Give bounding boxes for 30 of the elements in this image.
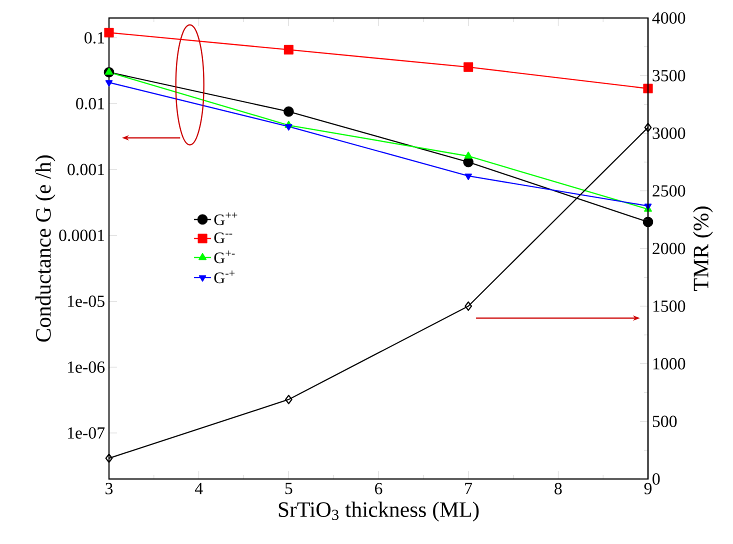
x-tick-label: 9 [644,482,652,494]
y2-tick-label: 1500 [653,300,686,312]
y-tick-label: 1e-07 [68,427,105,439]
y2-tick-label: 3500 [652,70,686,82]
y2-axis-title: TMR (%) [693,206,713,292]
y2-tick-label: 500 [652,416,677,428]
y-tick-label: 1e-05 [68,296,104,307]
legend-label: G$^{+-}$ [214,250,235,264]
y2-tick-label: 0 [652,473,660,485]
y2-tick-label: 4000 [652,12,686,24]
y2-tick-label: 2000 [652,242,686,254]
x-tick-label: 7 [465,482,472,494]
legend-label: G$^{++}$ [214,212,238,226]
x-tick-label: 3 [106,482,113,494]
y-tick-label: 0.0001 [59,230,104,242]
y-tick-label: 0.001 [68,164,104,176]
y-tick-label: 0.1 [84,32,104,44]
x-tick-label: 4 [194,482,203,494]
x-tick-label: 6 [375,482,382,494]
y2-tick-label: 3000 [652,128,686,139]
y-tick-label: 0.01 [76,98,104,110]
y2-tick-label: 1000 [653,358,686,370]
x-tick-label: 5 [285,482,292,494]
legend-label: G$^{--}$ [214,232,232,244]
legend-label: G$^{-+}$ [214,270,235,284]
y-tick-label: 1e-06 [68,361,105,373]
y-axis-title: Conductance G (e /h) [35,155,56,342]
x-tick-label: 8 [554,482,562,494]
y2-tick-label: 2500 [652,185,686,197]
x-axis-title: SrTiO$_{3}$ thickness (ML) [278,502,479,522]
